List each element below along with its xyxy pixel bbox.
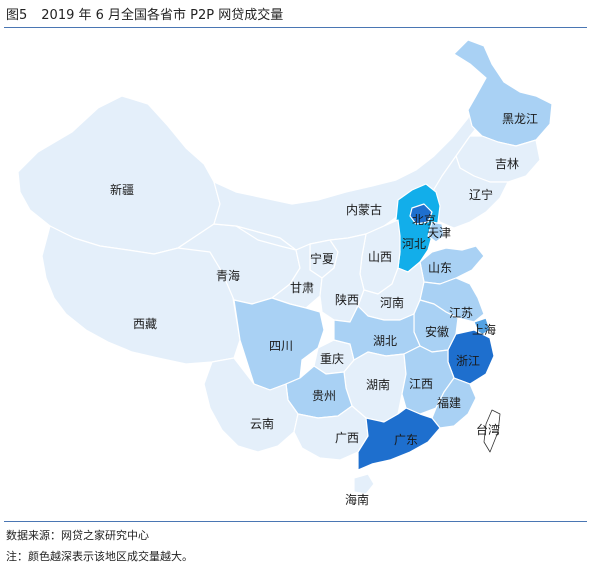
province-tianjin: [427, 221, 445, 243]
label-chongqing: 重庆: [320, 352, 344, 366]
label-xizang: 西藏: [133, 317, 157, 331]
label-yunnan: 云南: [250, 416, 274, 431]
label-beijing: 北京: [412, 213, 436, 227]
label-qinghai: 青海: [216, 268, 240, 283]
label-neimenggu: 内蒙古: [346, 202, 382, 217]
figure-title: 图5 2019 年 6 月全国各省市 P2P 网贷成交量: [6, 4, 283, 23]
label-shanghai: 上海: [472, 322, 496, 337]
label-guizhou: 贵州: [312, 389, 336, 403]
label-tianjin: 天津: [427, 226, 451, 240]
label-zhejiang: 浙江: [456, 354, 480, 368]
label-xinjiang: 新疆: [110, 182, 134, 197]
label-jilin: 吉林: [495, 157, 519, 171]
china-map: 新疆 西藏 青海 内蒙古 黑龙江 吉林 辽宁 北京 天津 河北 山西 宁夏 甘肃…: [17, 39, 553, 507]
label-hebei: 河北: [402, 237, 426, 251]
label-jiangxi: 江西: [409, 377, 433, 391]
label-sichuan: 四川: [269, 339, 293, 353]
label-anhui: 安徽: [425, 324, 449, 339]
province-xizang: [41, 225, 241, 365]
label-hunan: 湖南: [366, 377, 390, 392]
bottom-rule: [4, 521, 587, 522]
label-guangdong: 广东: [394, 433, 418, 447]
label-ningxia: 宁夏: [310, 251, 334, 266]
label-shaanxi: 陕西: [335, 292, 359, 307]
province-taiwan: [483, 409, 501, 453]
top-rule: [4, 27, 587, 28]
label-hainan: 海南: [345, 492, 369, 507]
label-gansu: 甘肃: [290, 281, 314, 295]
province-hubei: [333, 305, 421, 361]
label-jiangsu: 江苏: [449, 306, 473, 320]
source-note: 数据来源：网贷之家研究中心: [6, 529, 149, 542]
label-henan: 河南: [380, 295, 404, 310]
label-hubei: 湖北: [373, 333, 397, 348]
label-heilongjiang: 黑龙江: [502, 112, 538, 126]
province-beijing: [409, 203, 433, 225]
label-liaoning: 辽宁: [469, 187, 493, 202]
label-shanxi: 山西: [368, 250, 392, 264]
province-labels: 新疆 西藏 青海 内蒙古 黑龙江 吉林 辽宁 北京 天津 河北 山西 宁夏 甘肃…: [110, 112, 538, 507]
label-shandong: 山东: [428, 261, 452, 275]
province-guangdong: [357, 407, 441, 471]
figure-number: 图5: [6, 8, 28, 23]
label-taiwan: 台湾: [476, 422, 500, 437]
province-hainan: [353, 473, 375, 495]
label-guangxi: 广西: [335, 431, 359, 445]
chart-title: 2019 年 6 月全国各省市 P2P 网贷成交量: [41, 8, 284, 23]
label-fujian: 福建: [437, 395, 461, 410]
color-note: 注：颜色越深表示该地区成交量越大。: [6, 550, 193, 563]
